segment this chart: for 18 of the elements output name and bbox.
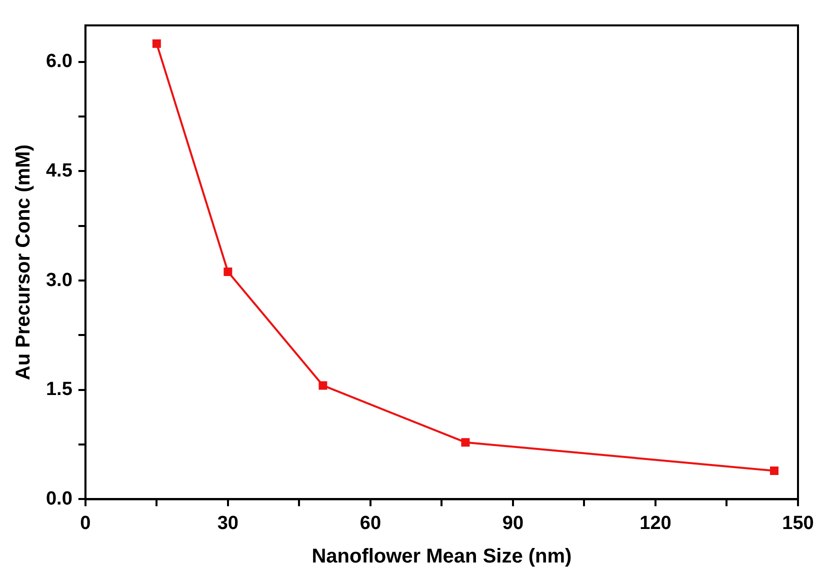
x-tick-label: 60 xyxy=(360,512,382,534)
y-tick-label: 6.0 xyxy=(46,51,72,72)
y-tick-label: 4.5 xyxy=(46,160,73,182)
x-tick-label: 0 xyxy=(80,512,91,534)
y-tick-label: 3.0 xyxy=(46,270,72,291)
x-tick-label: 150 xyxy=(782,512,814,534)
point xyxy=(318,381,328,390)
x-tick-label: 120 xyxy=(640,512,672,534)
x-axis-title: Nanoflower Mean Size (nm) xyxy=(312,546,572,568)
x-tick-label: 30 xyxy=(217,512,238,534)
point xyxy=(224,268,232,276)
y-tick-label: 1.5 xyxy=(46,379,73,400)
y-tick-label: 0.0 xyxy=(46,488,72,510)
point xyxy=(770,466,778,476)
y-axis-title: Au Precursor Conc (mM) xyxy=(12,144,35,380)
point xyxy=(152,39,161,48)
x-tick-label: 90 xyxy=(502,512,524,534)
point xyxy=(461,438,470,447)
